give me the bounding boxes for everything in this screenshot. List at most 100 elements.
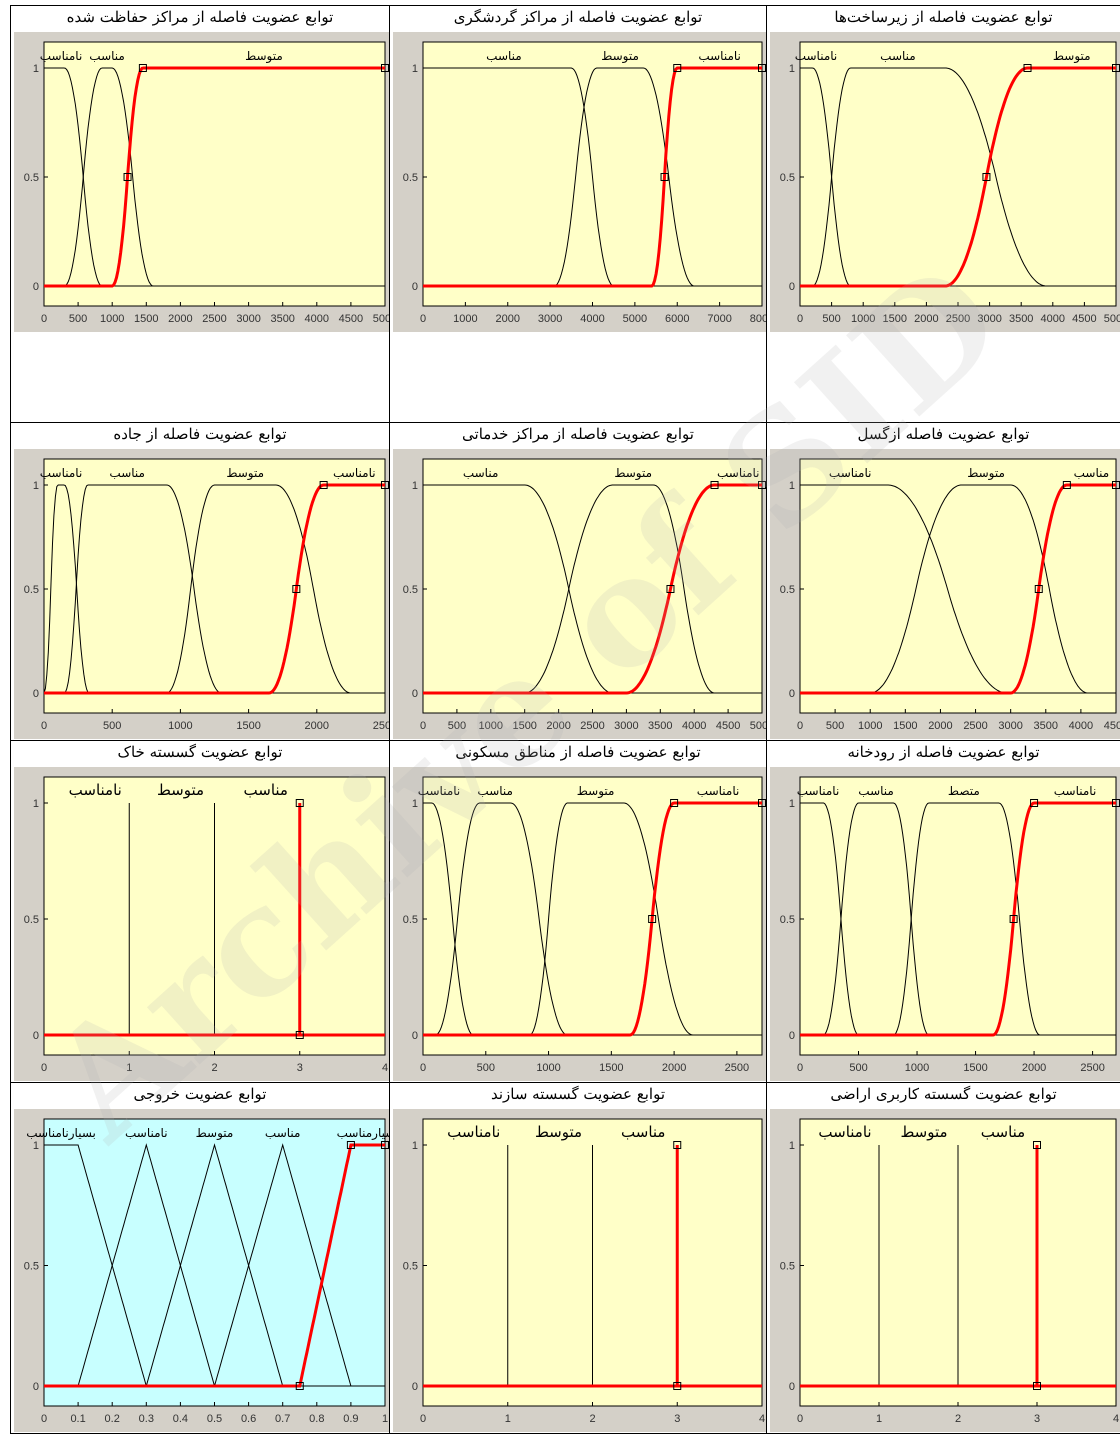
plot-area	[799, 41, 1117, 307]
x-tick-label: 3000	[977, 313, 1001, 325]
x-tick-label: 3	[297, 1062, 303, 1074]
membership-curve	[800, 1145, 1116, 1388]
x-tick-label: 2000	[305, 720, 329, 732]
y-tick-label: 0.5	[780, 584, 795, 596]
vertex-marker	[381, 1141, 389, 1149]
membership-curve	[800, 66, 1116, 288]
mf-label: نامناسب	[333, 466, 376, 480]
x-tick-label: 0.6	[241, 1413, 256, 1425]
plot-area	[43, 458, 386, 714]
mf-label: متوسط	[196, 1126, 234, 1141]
mf-label: نامناسب	[698, 49, 741, 63]
mf-label: نامناسب	[447, 1123, 500, 1141]
x-tick-label: 1500	[134, 313, 158, 325]
mf-label: مناسب	[265, 1126, 301, 1140]
x-tick-label: 1500	[893, 720, 917, 732]
y-tick-label: 0	[33, 688, 39, 700]
plot-area	[43, 1118, 386, 1407]
x-tick-label: 500	[477, 1062, 495, 1074]
x-tick-label: 4	[1113, 1413, 1119, 1425]
mf-label: نامناسب	[818, 1123, 871, 1141]
x-tick-label: 3500	[270, 313, 294, 325]
x-tick-label: 0	[797, 720, 803, 732]
x-tick-label: 0.2	[105, 1413, 120, 1425]
y-tick-label: 0.5	[24, 584, 39, 596]
x-tick-label: 500	[826, 720, 844, 732]
x-tick-label: 0	[41, 720, 47, 732]
chart-title: توابع عضویت فاصله از مراکز گردشگری	[453, 8, 703, 26]
x-tick-label: 0.5	[207, 1413, 222, 1425]
x-tick-label: 2000	[914, 313, 938, 325]
vertex-marker	[1062, 481, 1071, 489]
membership-curve	[44, 803, 385, 1037]
mf-label: مناسب	[89, 49, 125, 63]
y-tick-label: 1	[412, 63, 418, 75]
x-tick-label: 0	[41, 313, 47, 325]
y-tick-label: 0	[33, 281, 39, 293]
x-tick-label: 1000	[536, 1062, 560, 1074]
chart-title: توابع عضویت فاصله از مراکز خدماتی	[462, 425, 694, 443]
vertex-marker	[758, 64, 766, 72]
x-tick-label: 2	[955, 1413, 961, 1425]
x-tick-label: 2500	[202, 313, 226, 325]
x-tick-label: 2000	[546, 720, 570, 732]
y-tick-label: 0.5	[780, 172, 795, 184]
plot-area	[422, 776, 763, 1056]
x-tick-label: 2000	[928, 720, 952, 732]
x-tick-label: 5000	[1104, 313, 1120, 325]
vertex-marker	[295, 1382, 304, 1390]
mf-label: مناسب	[109, 466, 145, 480]
x-tick-label: 0	[41, 1413, 47, 1425]
membership-curve	[44, 483, 385, 695]
y-tick-label: 1	[789, 63, 795, 75]
chart-title: توابع عضویت گسسته خاک	[117, 743, 283, 761]
figure-cell: توابع عضویت گسسته خاک 0 1 2 3 4 0 0.5 1 نامناسب مت…	[10, 740, 390, 1083]
x-tick-label: 3	[1034, 1413, 1040, 1425]
x-tick-label: 2	[589, 1413, 595, 1425]
y-tick-label: 1	[33, 1140, 39, 1152]
x-tick-label: 4000	[682, 720, 706, 732]
mf-label: نامناسب	[1054, 784, 1097, 798]
x-tick-label: 4000	[1041, 313, 1065, 325]
x-tick-label: 4000	[305, 313, 329, 325]
chart-title: توابع عضویت خروجی	[133, 1085, 267, 1103]
chart-svg: 0 1 2 3 4 0 0.5 1 نامناسب متوسط مناسب	[393, 1109, 766, 1432]
x-tick-label: 4500	[339, 313, 363, 325]
mf-label: مناسب	[1074, 466, 1110, 480]
membership-curve	[44, 67, 385, 287]
vertex-marker	[1030, 799, 1039, 807]
chart-title: توابع عضویت گسسته سازند	[490, 1085, 666, 1103]
y-tick-label: 0	[789, 688, 795, 700]
x-tick-label: 1500	[883, 313, 907, 325]
figure-cell: توابع عضویت فاصله از زیرساخت‌ها 0 500 1000 1…	[766, 5, 1120, 423]
y-tick-label: 0.5	[24, 914, 39, 926]
x-tick-label: 0.3	[139, 1413, 154, 1425]
x-tick-label: 4500	[1072, 313, 1096, 325]
vertex-marker	[673, 64, 682, 72]
x-tick-label: 0.9	[343, 1413, 358, 1425]
x-tick-label: 3	[674, 1413, 680, 1425]
membership-curve	[800, 484, 1116, 694]
vertex-marker	[1034, 585, 1043, 593]
vertex-marker	[710, 481, 719, 489]
membership-curve	[800, 67, 1116, 287]
mf-label: بسیارمناسب	[337, 1126, 389, 1141]
plot-area	[422, 458, 763, 714]
y-tick-label: 1	[789, 480, 795, 492]
y-tick-label: 1	[33, 63, 39, 75]
y-tick-label: 0	[33, 1381, 39, 1393]
x-tick-label: 0	[797, 313, 803, 325]
mf-label: مناسب	[477, 784, 513, 798]
mf-label: نامناسب	[69, 781, 122, 799]
y-tick-label: 0.5	[403, 1261, 418, 1273]
chart-svg: 0 500 1000 1500 2000 2500 3000 3500 4000 4500 50 00…	[770, 32, 1120, 332]
membership-curve	[44, 484, 385, 694]
vertex-marker	[670, 799, 679, 807]
x-tick-label: 2500	[580, 720, 604, 732]
vertex-marker	[1023, 64, 1032, 72]
figure-cell: توابع عضویت گسسته سازند 0 1 2 3 4 0 0.5 1 نامناسب…	[389, 1082, 767, 1434]
